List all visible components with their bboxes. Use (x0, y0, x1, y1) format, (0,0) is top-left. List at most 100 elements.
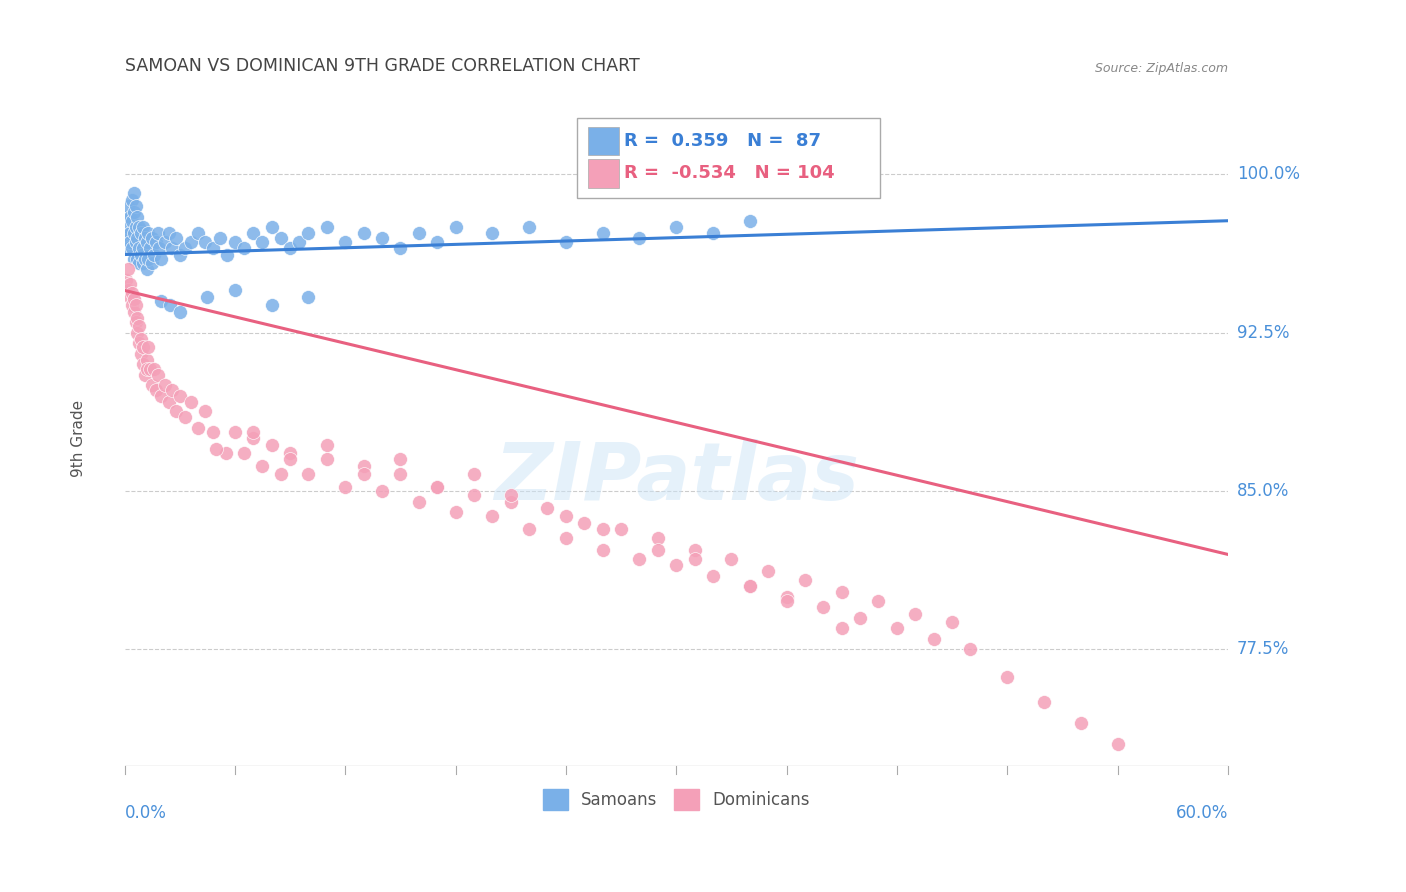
Point (1107, 738, 1129, 752)
Point (720, 551, 742, 566)
Point (162, 383, 184, 397)
Point (150, 389, 173, 403)
Point (683, 543, 706, 558)
Point (224, 425, 246, 439)
Point (187, 420, 209, 434)
Point (260, 220, 283, 235)
Point (135, 353, 157, 368)
Point (959, 642, 981, 657)
FancyBboxPatch shape (576, 118, 880, 198)
Point (180, 235, 202, 249)
Point (142, 361, 165, 376)
Point (463, 467, 485, 482)
Point (242, 425, 264, 439)
Point (665, 220, 688, 235)
Point (157, 227, 180, 241)
Point (592, 543, 614, 558)
Point (426, 480, 449, 494)
Point (132, 341, 155, 355)
Point (122, 292, 145, 306)
Point (135, 235, 157, 249)
Point (132, 357, 155, 371)
Point (775, 594, 797, 608)
Point (499, 494, 522, 508)
Point (1033, 695, 1056, 709)
Point (169, 304, 191, 318)
Point (941, 615, 963, 629)
Point (145, 383, 167, 397)
Point (128, 220, 150, 235)
Point (1070, 716, 1092, 731)
Point (554, 509, 576, 524)
Point (201, 241, 224, 255)
Point (129, 247, 152, 261)
Point (353, 467, 375, 482)
Point (868, 594, 890, 608)
Point (335, 480, 357, 494)
Point (134, 230, 156, 244)
Point (180, 395, 202, 409)
Point (124, 315, 146, 329)
Text: ZIPatlas: ZIPatlas (494, 439, 859, 516)
Point (128, 319, 150, 334)
Text: 60.0%: 60.0% (1175, 804, 1227, 822)
Point (153, 235, 176, 249)
Point (813, 600, 835, 615)
Point (499, 488, 522, 502)
Point (124, 235, 146, 249)
Point (233, 241, 256, 255)
Point (389, 241, 412, 255)
Point (127, 210, 149, 224)
Point (135, 361, 157, 376)
Point (426, 480, 449, 494)
Point (121, 213, 143, 227)
Point (288, 235, 311, 249)
Point (554, 235, 576, 249)
Point (121, 285, 143, 300)
Point (481, 227, 503, 241)
Point (122, 252, 145, 266)
Point (242, 227, 264, 241)
Point (886, 621, 908, 635)
Point (121, 193, 143, 207)
Point (371, 230, 394, 244)
Point (702, 227, 724, 241)
Point (647, 531, 669, 545)
Point (124, 298, 146, 312)
Point (335, 235, 357, 249)
Point (738, 213, 761, 227)
Point (115, 210, 138, 224)
Point (169, 247, 191, 261)
Point (214, 446, 236, 460)
Point (128, 241, 150, 255)
Point (138, 341, 160, 355)
Point (127, 326, 149, 340)
Point (124, 199, 146, 213)
Point (574, 516, 596, 530)
Point (517, 522, 540, 536)
Text: 9th Grade: 9th Grade (70, 400, 86, 477)
Point (315, 452, 337, 467)
Point (162, 241, 184, 255)
Point (132, 220, 155, 235)
Point (141, 256, 163, 270)
Point (517, 220, 540, 235)
Point (665, 558, 688, 572)
Point (224, 284, 246, 298)
Point (628, 551, 651, 566)
Point (536, 500, 558, 515)
Point (134, 252, 156, 266)
Point (702, 568, 724, 582)
Point (849, 611, 872, 625)
Point (481, 509, 503, 524)
Point (121, 298, 143, 312)
Point (115, 230, 138, 244)
Point (831, 585, 853, 599)
Point (129, 347, 152, 361)
Point (117, 284, 139, 298)
Point (118, 227, 141, 241)
Point (165, 404, 187, 418)
Point (127, 310, 149, 325)
Point (138, 227, 160, 241)
Point (252, 235, 274, 249)
